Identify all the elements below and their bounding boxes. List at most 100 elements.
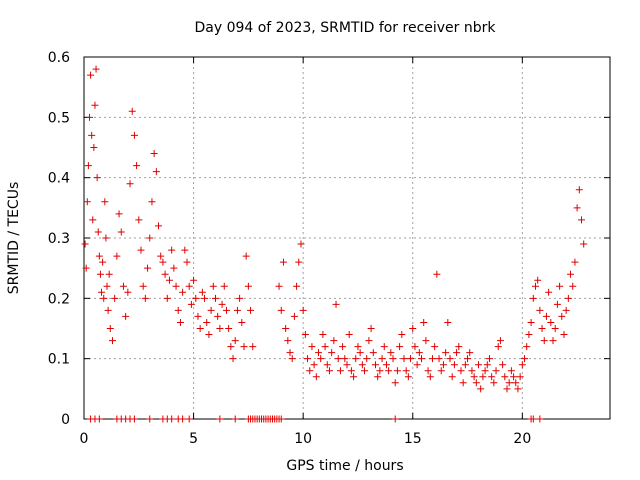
data-point xyxy=(490,379,498,387)
data-point xyxy=(229,355,237,363)
data-point xyxy=(367,325,375,332)
data-point xyxy=(179,415,187,423)
data-point xyxy=(536,415,544,423)
data-point xyxy=(575,186,583,194)
data-point xyxy=(339,343,347,351)
data-point xyxy=(444,318,452,326)
data-point xyxy=(176,318,184,326)
data-point xyxy=(347,367,355,375)
data-point xyxy=(247,306,255,314)
data-point xyxy=(212,294,219,302)
data-point xyxy=(437,367,445,375)
data-point xyxy=(209,282,217,290)
data-point xyxy=(356,349,364,357)
data-point xyxy=(472,379,480,387)
data-point xyxy=(111,294,119,302)
data-point xyxy=(183,258,191,266)
data-point xyxy=(310,361,318,369)
data-point xyxy=(553,300,561,308)
data-point xyxy=(96,270,104,278)
data-point xyxy=(562,306,570,314)
data-point xyxy=(83,198,91,206)
data-point xyxy=(492,367,500,375)
y-tick-label: 0.2 xyxy=(48,291,70,307)
data-point xyxy=(485,355,493,363)
x-axis: 0 5 10 15 20 xyxy=(80,57,531,447)
data-point xyxy=(466,349,474,357)
data-point xyxy=(578,216,586,224)
data-point xyxy=(104,306,112,314)
data-point xyxy=(94,228,102,236)
data-point xyxy=(146,415,154,423)
data-point xyxy=(580,240,588,248)
data-point xyxy=(330,337,338,345)
data-point xyxy=(382,361,390,369)
data-point xyxy=(150,150,158,158)
y-axis-label: SRMTID / TECUs xyxy=(6,182,22,295)
data-point xyxy=(400,355,408,363)
data-point xyxy=(328,349,336,357)
y-axis: 0 0.1 0.2 0.3 0.4 0.5 0.6 xyxy=(48,50,610,428)
data-point xyxy=(336,367,344,375)
x-tick-label: 0 xyxy=(80,431,89,447)
data-point xyxy=(244,282,252,290)
data-point xyxy=(198,288,206,296)
data-point xyxy=(529,294,537,302)
data-point xyxy=(461,361,469,369)
data-point xyxy=(442,349,450,357)
data-point xyxy=(481,367,489,375)
data-point xyxy=(282,325,290,332)
data-point xyxy=(358,361,366,369)
data-point xyxy=(426,373,434,381)
data-point xyxy=(350,373,358,381)
data-point xyxy=(321,343,329,351)
data-point xyxy=(315,349,323,357)
data-point xyxy=(402,367,410,375)
data-point xyxy=(185,415,193,423)
data-point xyxy=(146,234,154,242)
data-point xyxy=(168,415,176,423)
data-point xyxy=(220,282,228,290)
data-point xyxy=(81,240,89,248)
data-point xyxy=(435,355,443,363)
data-point xyxy=(190,276,198,284)
data-point xyxy=(174,306,182,314)
data-point xyxy=(343,361,351,369)
data-point xyxy=(459,379,467,387)
data-point xyxy=(479,373,487,381)
data-point xyxy=(424,367,432,375)
data-point xyxy=(569,282,577,290)
data-point xyxy=(542,312,550,320)
data-point xyxy=(216,325,224,332)
data-point xyxy=(525,331,533,339)
data-point xyxy=(161,270,169,278)
data-point xyxy=(411,343,419,351)
data-point xyxy=(218,300,226,308)
data-point xyxy=(117,228,125,236)
data-point xyxy=(468,367,476,375)
data-point xyxy=(90,144,98,151)
data-point xyxy=(185,282,193,290)
data-point xyxy=(352,355,360,363)
data-point xyxy=(413,361,421,369)
data-point xyxy=(308,343,316,351)
data-point xyxy=(297,240,305,248)
data-point xyxy=(428,355,436,363)
data-point xyxy=(547,318,555,326)
data-point xyxy=(363,355,371,363)
data-point xyxy=(203,318,211,326)
data-point xyxy=(222,306,230,314)
x-tick-label: 5 xyxy=(189,431,198,447)
data-point xyxy=(380,343,388,351)
data-point xyxy=(378,355,386,363)
data-point xyxy=(115,210,123,218)
data-point xyxy=(540,337,548,345)
data-point xyxy=(455,343,463,351)
data-point xyxy=(106,325,114,332)
data-point xyxy=(105,270,113,278)
data-point xyxy=(431,343,439,351)
data-point xyxy=(325,367,333,375)
data-point xyxy=(238,318,246,326)
data-point xyxy=(391,379,399,387)
data-point xyxy=(133,162,141,170)
